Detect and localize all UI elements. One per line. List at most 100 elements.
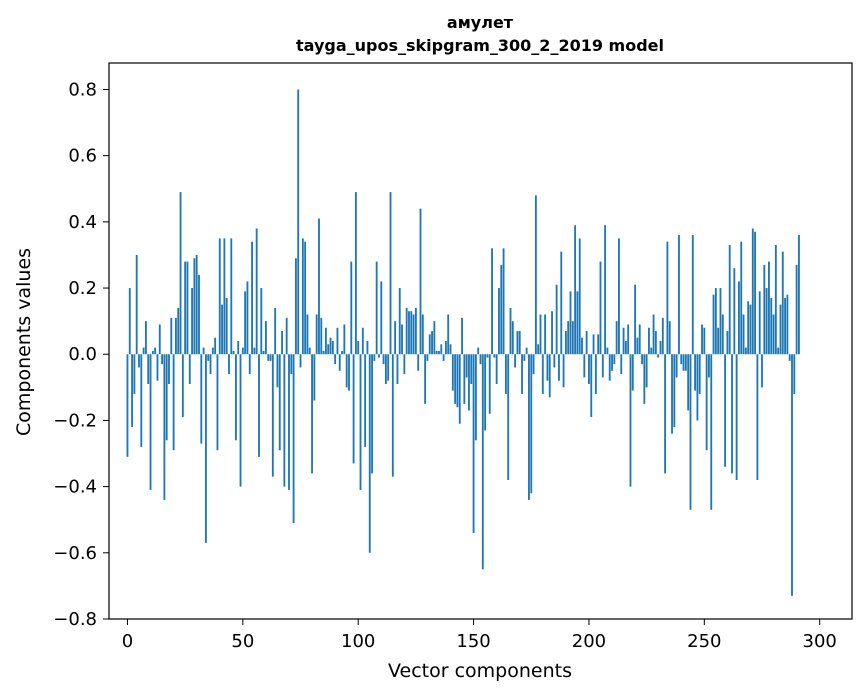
- y-axis-label: Components values: [13, 248, 35, 436]
- plot-frame: [108, 62, 853, 620]
- bar-18: [168, 354, 170, 385]
- bar-190: [564, 331, 567, 355]
- bar-166: [509, 307, 512, 355]
- bar-140: [449, 344, 452, 355]
- bar-271: [751, 228, 754, 355]
- bar-46: [232, 350, 235, 355]
- bar-164: [504, 354, 507, 394]
- bar-256: [717, 327, 720, 355]
- bar-128: [421, 314, 424, 355]
- bar-243: [687, 354, 690, 411]
- chart-subtitle: tayga_upos_skipgram_300_2_2019 model: [296, 36, 664, 55]
- bar-95: [345, 354, 348, 388]
- bar-59: [262, 350, 265, 355]
- bar-106: [371, 354, 373, 474]
- bar-167: [511, 321, 514, 355]
- bar-233: [664, 354, 667, 474]
- bar-275: [761, 354, 763, 388]
- bar-105: [368, 354, 371, 553]
- bar-82: [315, 314, 318, 355]
- bar-220: [634, 284, 637, 355]
- bar-241: [682, 354, 685, 371]
- bar-55: [253, 347, 256, 355]
- bar-11: [151, 350, 154, 355]
- bar-165: [507, 354, 510, 480]
- bar-58: [260, 288, 263, 355]
- bar-217: [627, 324, 630, 355]
- bar-30: [195, 254, 198, 355]
- bar-61: [267, 354, 270, 361]
- bar-5: [138, 354, 140, 368]
- bar-227: [650, 347, 653, 355]
- x-tick-label: 100: [341, 631, 375, 652]
- bar-112: [384, 354, 387, 385]
- bar-147: [465, 354, 468, 378]
- y-tick-label: −0.6: [53, 543, 97, 564]
- bar-218: [629, 354, 632, 487]
- bar-230: [657, 354, 660, 358]
- bar-108: [375, 261, 378, 355]
- bar-89: [331, 341, 334, 355]
- bar-94: [343, 324, 346, 355]
- bar-207: [604, 225, 607, 355]
- bar-283: [779, 304, 782, 355]
- y-tick-label: −0.2: [53, 410, 97, 431]
- bar-223: [641, 354, 643, 365]
- bar-221: [636, 337, 639, 355]
- bar-289: [793, 354, 796, 394]
- bar-199: [585, 331, 588, 355]
- bar-25: [184, 261, 187, 355]
- bar-182: [546, 354, 549, 381]
- bar-101: [359, 354, 362, 490]
- bars-group: [126, 89, 800, 596]
- bar-35: [207, 354, 210, 361]
- bar-176: [532, 354, 535, 375]
- bar-37: [211, 347, 214, 355]
- x-axis-label: Vector components: [388, 660, 572, 682]
- bar-214: [620, 354, 623, 375]
- bar-63: [271, 354, 274, 477]
- y-tick-label: 0.6: [68, 146, 97, 167]
- bar-205: [599, 261, 602, 355]
- bar-38: [214, 337, 217, 355]
- bar-136: [440, 344, 443, 355]
- bar-170: [518, 331, 521, 355]
- bar-225: [645, 354, 648, 388]
- bar-47: [234, 354, 237, 441]
- bar-213: [618, 238, 620, 355]
- bar-209: [608, 354, 611, 381]
- bar-253: [710, 354, 713, 510]
- bar-23: [179, 192, 182, 355]
- bar-141: [451, 354, 454, 391]
- bar-42: [223, 238, 226, 355]
- bar-125: [414, 307, 417, 355]
- bar-274: [758, 291, 761, 355]
- bar-172: [523, 354, 526, 361]
- bar-114: [389, 192, 392, 355]
- bar-64: [274, 307, 277, 355]
- bar-215: [622, 327, 625, 355]
- bar-60: [264, 321, 267, 355]
- y-tick-label: 0.2: [68, 278, 97, 299]
- bar-266: [740, 241, 743, 355]
- bar-231: [659, 341, 662, 355]
- bar-135: [438, 350, 440, 355]
- x-tick-label: 150: [456, 631, 490, 652]
- bar-127: [419, 208, 422, 355]
- bar-203: [594, 354, 597, 394]
- bar-51: [244, 291, 247, 355]
- bar-204: [597, 334, 600, 355]
- bar-154: [481, 354, 484, 570]
- bar-196: [578, 238, 581, 355]
- bar-236: [671, 354, 673, 434]
- bar-195: [576, 291, 579, 355]
- bar-131: [428, 334, 431, 355]
- bar-76: [301, 238, 304, 355]
- bar-124: [412, 314, 415, 355]
- x-tick-label: 300: [803, 631, 837, 652]
- bar-177: [534, 195, 537, 355]
- bar-201: [590, 354, 593, 418]
- bar-6: [140, 354, 143, 447]
- y-tick-label: 0.8: [68, 79, 97, 100]
